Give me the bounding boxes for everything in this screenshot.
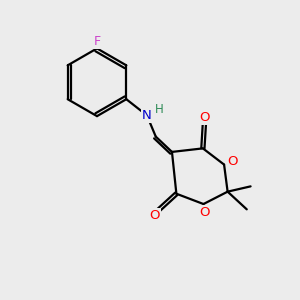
Text: N: N	[142, 109, 152, 122]
Text: O: O	[149, 209, 160, 222]
Text: H: H	[155, 103, 164, 116]
Text: O: O	[227, 155, 238, 168]
Text: O: O	[199, 111, 210, 124]
Text: O: O	[200, 206, 210, 219]
Text: F: F	[93, 35, 100, 48]
